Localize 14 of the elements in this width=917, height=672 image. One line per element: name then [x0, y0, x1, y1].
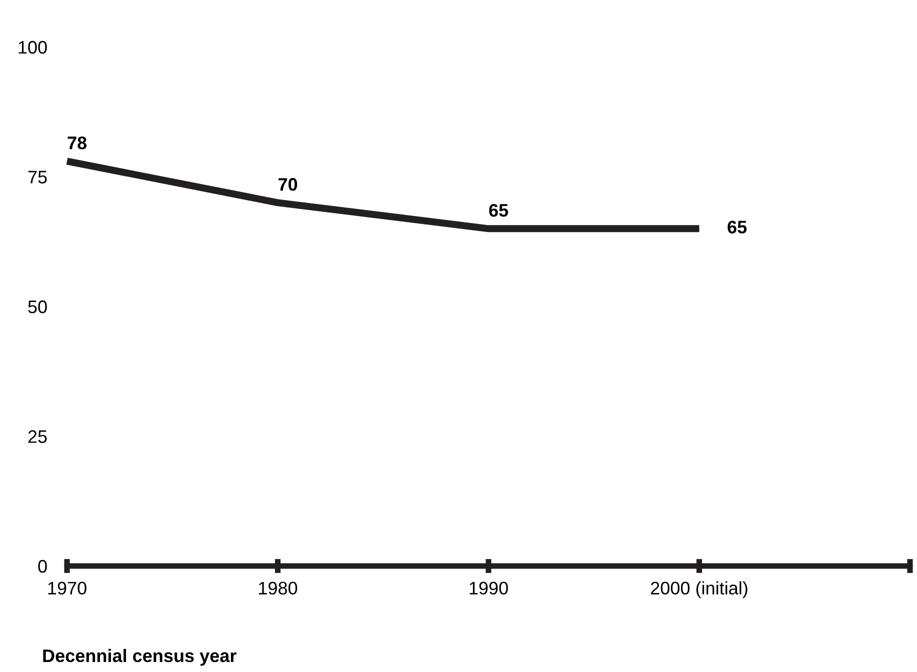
y-tick-label: 0 — [38, 560, 47, 573]
data-label: 70 — [278, 178, 298, 191]
y-tick-label: 75 — [28, 170, 47, 184]
data-label: 78 — [68, 136, 87, 150]
x-tick-label: 2000 (initial) — [650, 581, 748, 598]
y-tick-label: 100 — [18, 40, 47, 54]
y-tick-label: 25 — [28, 430, 47, 443]
x-tick-label: 1990 — [470, 582, 508, 595]
y-tick-label: 50 — [28, 300, 47, 314]
data-label: 65 — [489, 204, 508, 217]
x-axis-title: Decennial census year — [43, 648, 236, 666]
x-tick-label: 1970 — [48, 582, 86, 595]
data-label: 65 — [728, 220, 747, 234]
x-tick-label: 1980 — [259, 582, 298, 595]
